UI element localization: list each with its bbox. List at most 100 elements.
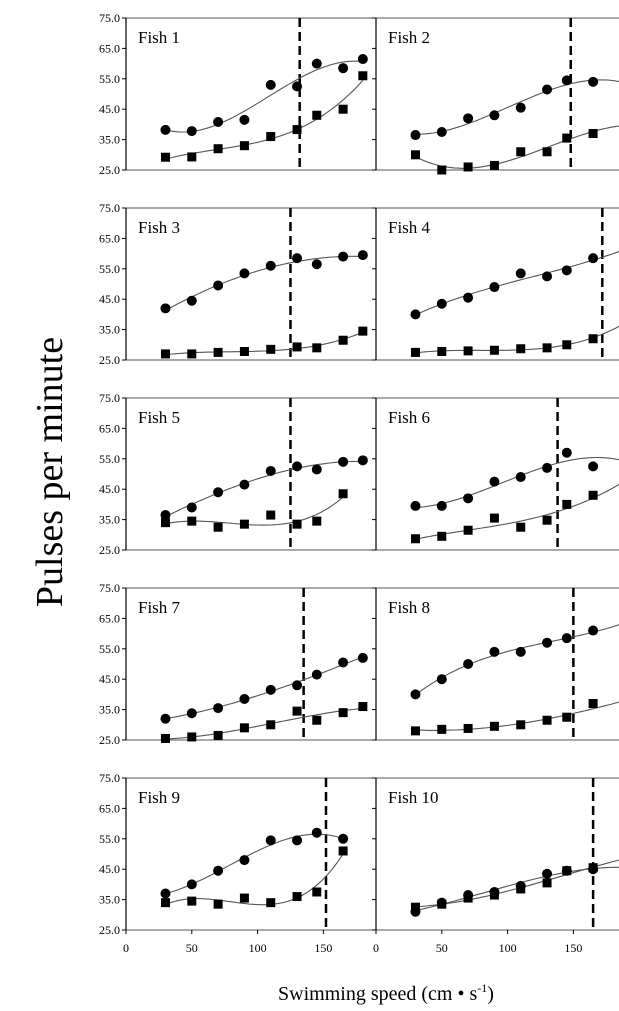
data-point-square — [489, 513, 499, 523]
data-point-circle — [410, 130, 421, 141]
y-tick-label: 55.0 — [99, 72, 120, 86]
data-point-circle — [338, 251, 349, 262]
data-point-square — [463, 525, 473, 535]
data-point-circle — [186, 502, 197, 513]
data-point-square — [542, 147, 552, 157]
panel-label: Fish 9 — [138, 788, 180, 807]
data-point-circle — [515, 646, 526, 657]
y-tick-label: 25.0 — [99, 923, 120, 937]
data-point-square — [463, 162, 473, 172]
data-point-circle — [436, 500, 447, 511]
data-point-square — [266, 720, 276, 730]
y-tick-label: 45.0 — [99, 292, 120, 306]
x-tick-label: 100 — [249, 941, 267, 955]
data-point-square — [312, 887, 322, 897]
data-point-square — [489, 890, 499, 900]
data-point-square — [542, 343, 552, 353]
data-point-circle — [160, 888, 171, 899]
data-point-circle — [186, 879, 197, 890]
data-point-circle — [542, 868, 553, 879]
data-point-circle — [186, 708, 197, 719]
data-point-square — [358, 702, 368, 712]
panel-label: Fish 6 — [388, 408, 430, 427]
data-point-circle — [561, 633, 572, 644]
data-point-circle — [160, 510, 171, 521]
data-point-square — [187, 349, 197, 359]
data-point-circle — [515, 102, 526, 113]
y-tick-label: 65.0 — [99, 421, 120, 435]
data-point-circle — [265, 835, 276, 846]
data-point-square — [562, 133, 572, 143]
data-point-circle — [542, 84, 553, 95]
data-point-square — [516, 522, 526, 532]
data-point-square — [160, 898, 170, 908]
data-point-circle — [357, 652, 368, 663]
panel-label: Fish 8 — [388, 598, 430, 617]
panel-label: Fish 3 — [138, 218, 180, 237]
data-point-square — [542, 715, 552, 725]
panel-label: Fish 4 — [388, 218, 431, 237]
data-point-square — [213, 144, 223, 154]
data-point-square — [437, 899, 447, 909]
data-point-circle — [489, 110, 500, 121]
data-point-circle — [588, 625, 599, 636]
data-point-square — [410, 534, 420, 544]
data-point-square — [266, 132, 276, 142]
data-point-circle — [213, 703, 224, 714]
data-point-square — [516, 344, 526, 354]
data-point-square — [562, 340, 572, 350]
y-tick-label: 75.0 — [99, 201, 120, 215]
data-point-square — [358, 71, 368, 81]
data-point-circle — [239, 114, 250, 125]
data-point-square — [312, 343, 322, 353]
data-point-square — [338, 708, 348, 718]
data-point-square — [437, 346, 447, 356]
y-tick-label: 55.0 — [99, 832, 120, 846]
y-tick-label: 55.0 — [99, 642, 120, 656]
data-point-circle — [265, 79, 276, 90]
x-tick-label: 150 — [314, 941, 332, 955]
y-tick-label: 75.0 — [99, 391, 120, 405]
y-tick-label: 35.0 — [99, 323, 120, 337]
data-point-square — [312, 516, 322, 526]
data-point-square — [437, 165, 447, 175]
data-point-circle — [338, 833, 349, 844]
data-point-square — [463, 723, 473, 733]
data-point-square — [213, 730, 223, 740]
data-point-circle — [186, 295, 197, 306]
y-tick-label: 45.0 — [99, 102, 120, 116]
data-point-square — [239, 723, 249, 733]
data-point-circle — [357, 455, 368, 466]
data-point-circle — [489, 646, 500, 657]
data-point-circle — [239, 855, 250, 866]
data-point-square — [338, 104, 348, 114]
data-point-circle — [410, 309, 421, 320]
data-point-circle — [292, 835, 303, 846]
data-point-square — [410, 150, 420, 160]
data-point-square — [489, 160, 499, 170]
data-point-square — [516, 720, 526, 730]
data-point-circle — [463, 292, 474, 303]
data-point-square — [516, 884, 526, 894]
data-point-circle — [292, 81, 303, 92]
data-point-square — [187, 152, 197, 162]
data-point-square — [562, 866, 572, 876]
y-tick-label: 35.0 — [99, 893, 120, 907]
data-point-circle — [311, 58, 322, 69]
fit-curve-squares — [165, 331, 364, 356]
data-point-square — [358, 326, 368, 336]
data-point-square — [292, 519, 302, 529]
data-point-square — [410, 902, 420, 912]
data-point-square — [292, 892, 302, 902]
data-point-circle — [239, 479, 250, 490]
y-tick-label: 55.0 — [99, 452, 120, 466]
data-point-square — [410, 726, 420, 736]
data-point-square — [239, 893, 249, 903]
data-point-square — [410, 347, 420, 357]
y-tick-label: 65.0 — [99, 611, 120, 625]
fit-curve-circles — [165, 656, 364, 720]
data-point-circle — [515, 268, 526, 279]
data-point-square — [266, 344, 276, 354]
y-tick-label: 25.0 — [99, 733, 120, 747]
